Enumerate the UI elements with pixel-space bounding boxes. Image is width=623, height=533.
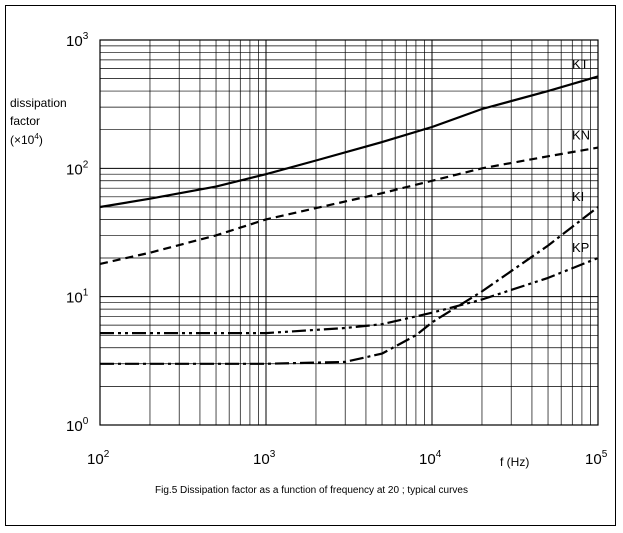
y-axis-label-line1: dissipation xyxy=(10,96,67,110)
y-tick-labels: 100 101 102 103 xyxy=(66,31,89,435)
series-labels: KT KN KI KP xyxy=(572,56,590,255)
series-line-kt xyxy=(99,75,599,209)
svg-text:dissipation: dissipation xyxy=(10,96,67,110)
y-tick-label: 102 xyxy=(66,159,89,178)
x-axis-label: f (Hz) xyxy=(500,455,529,469)
x-tick-labels: 102 103 104 105 xyxy=(87,449,608,468)
y-axis-label-unit-close: ) xyxy=(39,133,43,147)
figure-frame xyxy=(5,5,616,526)
y-tick-label: 100 xyxy=(66,416,89,435)
y-tick-label: 101 xyxy=(66,288,89,307)
x-tick-label: 103 xyxy=(253,449,276,468)
x-tick-label: 102 xyxy=(87,449,110,468)
series-label-kp: KP xyxy=(572,240,589,255)
x-tick-label: 104 xyxy=(419,449,442,468)
series-line-kp xyxy=(100,256,599,335)
series-label-kt: KT xyxy=(572,56,589,71)
series-label-ki: KI xyxy=(572,189,584,204)
series-line-ki xyxy=(100,206,599,365)
svg-text:(×104): (×104) xyxy=(10,132,43,147)
series-curves xyxy=(99,75,599,365)
x-tick-label: 105 xyxy=(585,449,608,468)
svg-text:factor: factor xyxy=(10,114,40,128)
series-label-kn: KN xyxy=(572,128,590,143)
y-axis-label-unit-exp: 4 xyxy=(34,132,39,141)
plot-border xyxy=(99,39,599,426)
y-axis-label-line2: factor xyxy=(10,114,40,128)
y-axis-label-unit: (×10 xyxy=(10,133,35,147)
y-tick-label: 103 xyxy=(66,31,89,50)
figure-caption: Fig.5 Dissipation factor as a function o… xyxy=(155,485,468,496)
series-line-kn xyxy=(99,146,599,265)
